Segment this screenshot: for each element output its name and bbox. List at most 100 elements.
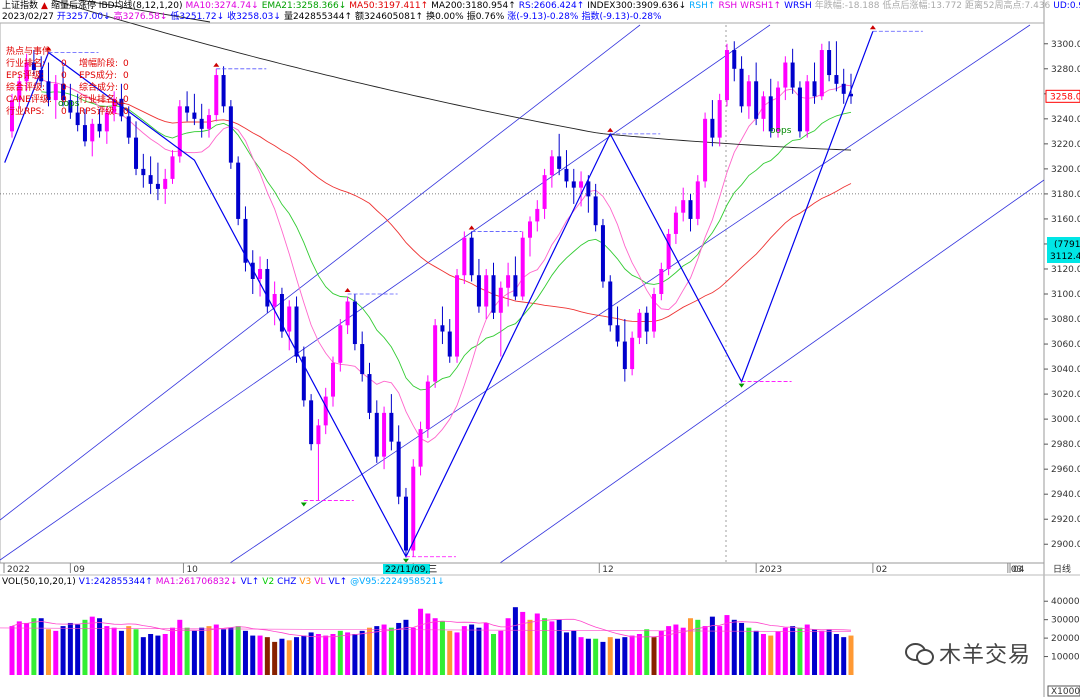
- rating-row: 综合评级: 0 综合成分: 0: [6, 82, 129, 94]
- cursor-price-bottom: 3112.45: [1050, 252, 1080, 262]
- volume-bar: [666, 626, 672, 675]
- volume-bar: [381, 624, 387, 675]
- candle-body: [287, 306, 292, 332]
- volume-bar: [213, 624, 219, 675]
- rating-value: 0: [61, 59, 67, 69]
- price-tick-label: 2980.0: [1051, 440, 1080, 450]
- volume-bar: [294, 637, 300, 675]
- volume-bar: [498, 630, 504, 675]
- candle-body: [221, 75, 226, 107]
- rating-value: 0: [123, 107, 129, 117]
- price-tick-label: 2900.0: [1051, 540, 1080, 550]
- volume-tick-label: 300000: [1051, 616, 1080, 626]
- volume-bar: [804, 624, 810, 675]
- candle-body: [462, 237, 467, 276]
- candle-body: [513, 275, 518, 297]
- volume-bar: [228, 627, 234, 675]
- candle-body: [126, 116, 131, 138]
- candle-body: [82, 125, 87, 142]
- candle-body: [155, 183, 160, 189]
- rating-label: EPS评级:: [6, 71, 44, 81]
- header-item: V3: [299, 577, 312, 587]
- volume-bar: [512, 607, 518, 675]
- volume-bar: [717, 626, 723, 675]
- candle-body: [732, 50, 737, 69]
- candle-body: [10, 100, 14, 132]
- volume-bar: [760, 633, 766, 675]
- candle-body: [39, 70, 44, 82]
- volume-bar: [308, 632, 314, 675]
- volume-bar: [286, 640, 292, 675]
- header-item: MA1:261706832↓: [155, 577, 238, 587]
- rating-label: EPS成分:: [79, 71, 117, 81]
- volume-bar: [301, 635, 307, 675]
- rating-label: 行业排名:: [6, 59, 46, 69]
- channel-line: [499, 179, 1045, 564]
- candle-body: [527, 221, 532, 238]
- rating-label: 行业RPS:: [6, 107, 45, 117]
- candle-body: [396, 441, 401, 497]
- header-item: VL↑: [240, 577, 260, 587]
- price-tick-label: 3100.0: [1051, 290, 1080, 300]
- candle-body: [265, 268, 270, 307]
- header-item: VL↑: [328, 577, 348, 587]
- volume-bar: [272, 641, 278, 675]
- price-tick-label: 3240.0: [1051, 115, 1080, 125]
- candle-body: [382, 412, 387, 457]
- candle-body: [345, 301, 350, 326]
- cursor-price-box: [1047, 237, 1080, 263]
- candle-body: [469, 237, 474, 276]
- volume-bar: [469, 624, 475, 675]
- cursor-price-top: (7791): [1054, 240, 1080, 250]
- candle-body: [695, 181, 700, 219]
- volume-bar: [491, 633, 497, 675]
- price-tick-label: 3300.0: [1051, 40, 1080, 50]
- volume-bar: [644, 629, 650, 675]
- volume-bar: [264, 637, 270, 675]
- candle-body: [53, 83, 58, 101]
- header-item: 年跌幅:-18.188: [814, 1, 880, 11]
- rating-value: 0: [61, 107, 67, 117]
- volume-bar: [833, 633, 839, 675]
- trend-channels: [0, 24, 1045, 564]
- candle-body: [724, 50, 729, 101]
- candle-body: [673, 212, 678, 234]
- x-tick-label: 03: [1011, 565, 1022, 575]
- volume-bar: [53, 630, 59, 675]
- candle-body: [425, 381, 430, 430]
- header-item: @V95:2224958521↓: [350, 577, 445, 587]
- volume-bar: [148, 633, 154, 675]
- pivot-marker: [738, 383, 745, 388]
- volume-bar: [549, 621, 555, 675]
- candle-body: [119, 98, 124, 117]
- pivot-marker: [213, 62, 220, 67]
- volume-bar: [709, 616, 715, 675]
- price-tick-label: 3120.0: [1051, 265, 1080, 275]
- candle-body: [104, 112, 109, 132]
- header-item: 低3251.72↓: [170, 12, 225, 22]
- candle-body: [571, 181, 576, 188]
- volume-bar: [848, 635, 854, 675]
- volume-bar: [687, 618, 693, 675]
- volume-bar: [461, 626, 467, 675]
- candle-body: [163, 178, 168, 189]
- volume-bar: [447, 630, 453, 675]
- candle-body: [637, 312, 642, 338]
- candle-body: [236, 162, 241, 219]
- candle-body: [849, 93, 853, 97]
- candle-body: [790, 62, 795, 88]
- channel-line: [0, 24, 771, 561]
- rating-value: 0: [61, 95, 67, 105]
- volume-bar: [797, 627, 803, 675]
- volume-bar: [578, 637, 584, 675]
- volume-header: VOL(50,10,20,1) V1:242855344↑ MA1:26170683…: [2, 577, 448, 588]
- header-item: MA10:3274.74↓: [185, 1, 259, 11]
- candle-body: [17, 81, 22, 101]
- volume-bar: [826, 629, 832, 675]
- current-price-box: [1045, 89, 1080, 103]
- candle-body: [170, 156, 175, 179]
- volume-bar: [607, 637, 613, 675]
- header-item: 换0.00%: [426, 12, 464, 22]
- rating-value: 0: [123, 95, 129, 105]
- price-tick-label: 2960.0: [1051, 465, 1080, 475]
